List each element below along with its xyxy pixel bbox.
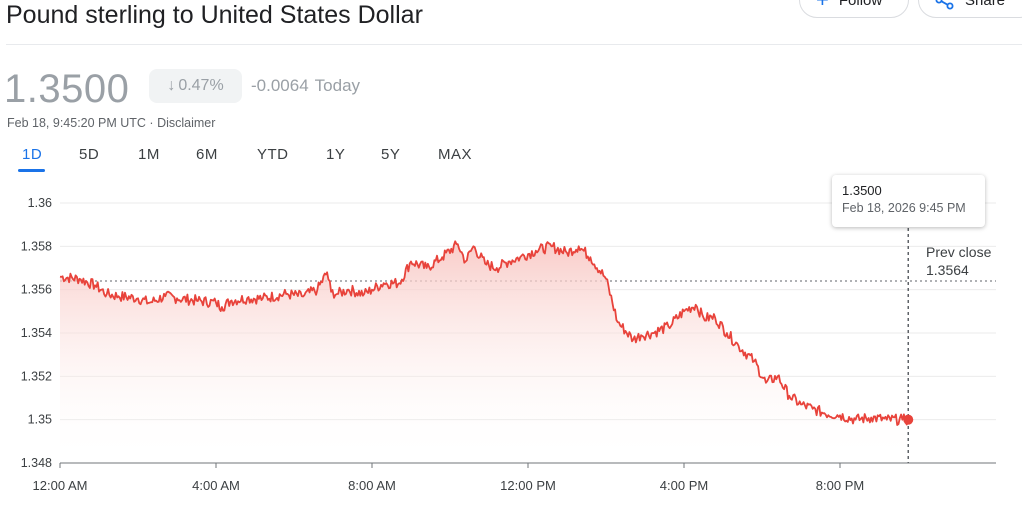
page-title: Pound sterling to United States Dollar (6, 1, 423, 29)
tab-max[interactable]: MAX (438, 146, 473, 163)
change-period: Today (314, 76, 361, 95)
y-tick-label: 1.35 (28, 413, 52, 427)
x-tick-label: 8:00 PM (816, 478, 864, 493)
meta-separator: · (145, 116, 158, 130)
x-tick-label: 12:00 PM (500, 478, 556, 493)
share-icon (935, 0, 954, 10)
tab-6m[interactable]: 6M (196, 146, 218, 163)
follow-label: Follow (838, 0, 883, 9)
current-price: 1.3500 (4, 67, 130, 111)
y-tick-label: 1.352 (21, 369, 52, 383)
tooltip-value: 1.3500 (842, 183, 882, 198)
prev-close-annotation: Prev close 1.3564 (926, 243, 991, 279)
price-chart[interactable]: 1.348 1.35 1.352 1.354 1.356 1.358 1.36 12:00 A… (0, 170, 1022, 507)
x-tick-label: 8:00 AM (348, 478, 396, 493)
quote-timestamp: Feb 18, 9:45:20 PM UTC (7, 116, 146, 130)
chart-tooltip: 1.3500 Feb 18, 2026 9:45 PM (832, 175, 985, 227)
series-area (60, 241, 909, 463)
plus-icon: + (816, 0, 829, 11)
active-tab-indicator (18, 169, 45, 172)
tab-5y[interactable]: 5Y (381, 146, 401, 163)
tab-1m[interactable]: 1M (138, 146, 160, 163)
absolute-change: -0.0064 Today (251, 76, 360, 96)
tab-5d[interactable]: 5D (79, 146, 100, 163)
tooltip-date: Feb 18, 2026 9:45 PM (842, 201, 966, 215)
tab-1d[interactable]: 1D (22, 146, 43, 163)
x-tick-label: 12:00 AM (33, 478, 88, 493)
y-tick-label: 1.358 (21, 239, 52, 253)
y-tick-label: 1.354 (21, 326, 52, 340)
x-tick-label: 4:00 PM (660, 478, 708, 493)
prev-close-value: 1.3564 (926, 262, 969, 278)
arrow-down-icon: ↓ (167, 77, 176, 94)
y-tick-label: 1.356 (21, 283, 52, 297)
follow-button[interactable]: + Follow (799, 0, 909, 18)
y-tick-label: 1.36 (28, 196, 52, 210)
y-tick-label: 1.348 (21, 456, 52, 470)
tab-ytd[interactable]: YTD (257, 146, 289, 163)
last-price-point (903, 414, 914, 425)
series-line (59, 240, 910, 426)
disclaimer-link[interactable]: Disclaimer (157, 116, 216, 130)
change-value: -0.0064 (251, 76, 309, 95)
share-label: Share (965, 0, 1006, 9)
header-divider (6, 44, 1022, 45)
percent-change-badge: ↓ 0.47% (149, 69, 242, 103)
prev-close-label: Prev close (926, 244, 992, 260)
tab-1y[interactable]: 1Y (326, 146, 346, 163)
x-tick-label: 4:00 AM (192, 478, 240, 493)
share-button[interactable]: Share (918, 0, 1022, 18)
percent-change-value: 0.47% (178, 77, 224, 94)
quote-meta: Feb 18, 9:45:20 PM UTC · Disclaimer (7, 116, 215, 130)
